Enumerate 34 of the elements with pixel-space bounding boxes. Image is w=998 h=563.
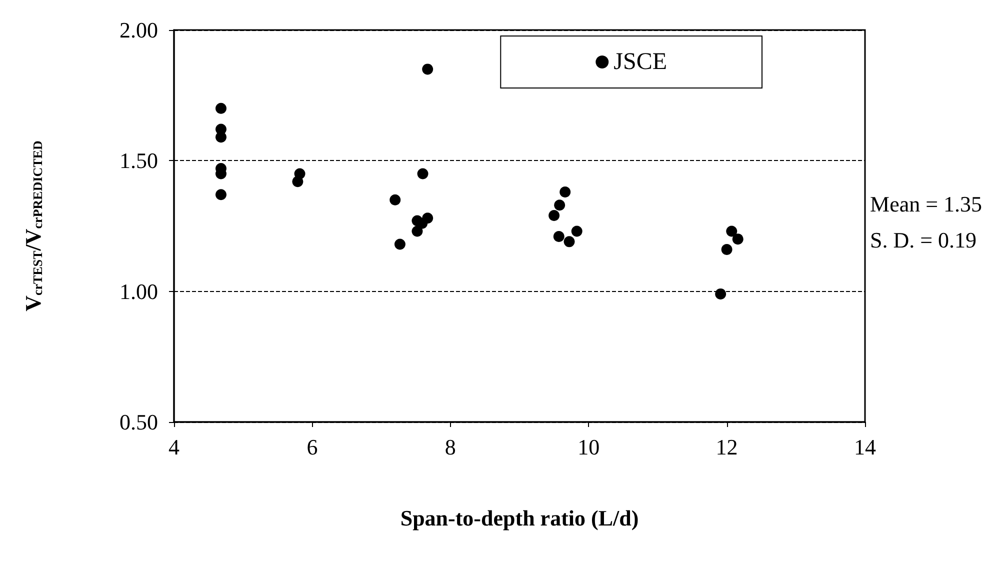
point bbox=[216, 102, 226, 114]
x-tick-label: 6 bbox=[306, 434, 318, 460]
point bbox=[715, 288, 726, 300]
point bbox=[560, 186, 571, 198]
point bbox=[571, 226, 582, 237]
point bbox=[412, 226, 423, 237]
point bbox=[390, 194, 401, 206]
x-axis-title: Span-to-depth ratio (L/d) bbox=[400, 506, 639, 530]
x-tick-label: 10 bbox=[578, 434, 600, 460]
text: Mean = 1.35 S. D. = 0.19 bbox=[870, 192, 982, 252]
point bbox=[216, 132, 226, 143]
point bbox=[726, 226, 738, 237]
x-tick-label: 12 bbox=[716, 434, 738, 460]
point bbox=[564, 236, 575, 248]
y-axis-title: VcrTEST/VcrPREDICTED bbox=[20, 140, 46, 312]
y-tick-label: 0.50 bbox=[120, 410, 158, 434]
x-tick-label: 4 bbox=[168, 434, 180, 460]
point bbox=[548, 210, 560, 222]
point bbox=[554, 200, 566, 211]
point bbox=[417, 168, 428, 180]
y-tick-label: 1.50 bbox=[120, 148, 158, 174]
point bbox=[422, 212, 434, 224]
point bbox=[553, 230, 564, 242]
point bbox=[216, 189, 226, 200]
y-tick-label: 2.00 bbox=[120, 18, 158, 42]
y-tick-label: 1.00 bbox=[120, 278, 158, 304]
legend-label: JSCE bbox=[614, 49, 668, 75]
point bbox=[732, 234, 744, 245]
x-tick-label: 14 bbox=[854, 434, 876, 460]
x-tick-label: 8 bbox=[444, 434, 456, 460]
point bbox=[292, 176, 304, 188]
point bbox=[721, 244, 732, 256]
point bbox=[394, 238, 406, 250]
point bbox=[422, 64, 434, 75]
